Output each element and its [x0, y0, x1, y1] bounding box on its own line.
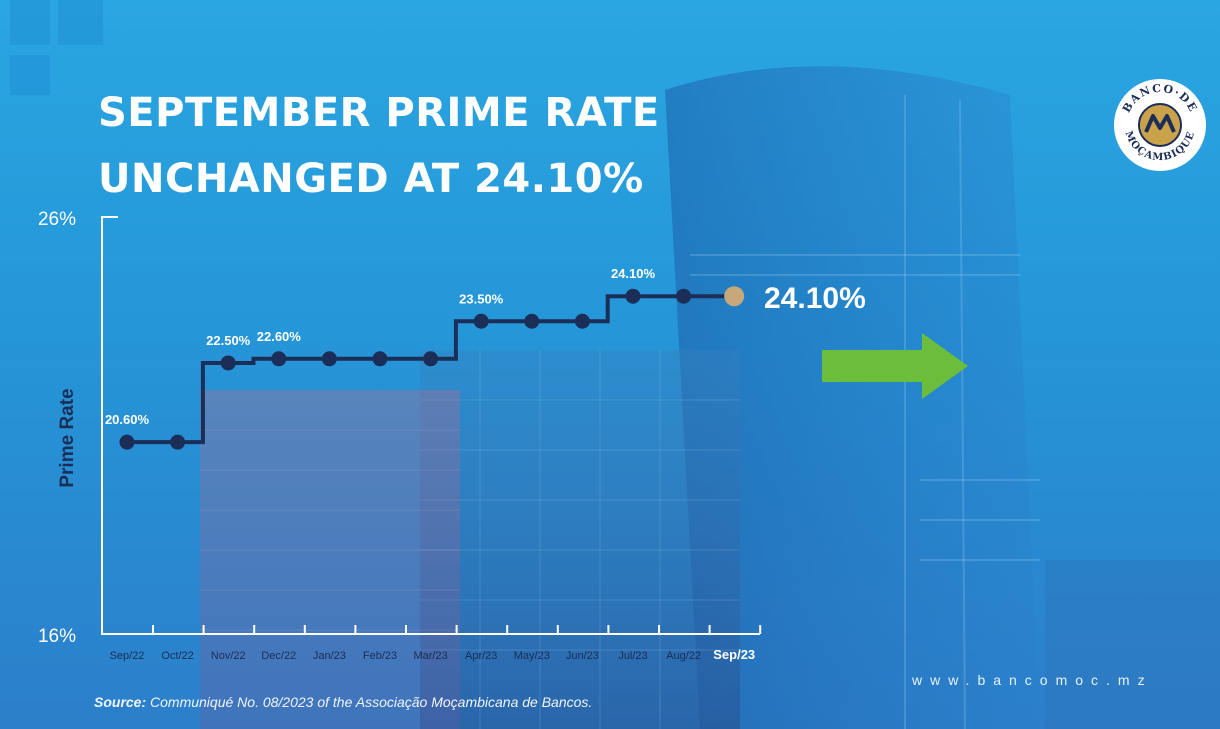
data-point	[423, 351, 439, 367]
data-label: 20.60%	[105, 412, 150, 427]
series-line	[127, 294, 735, 445]
title-line-2: UNCHANGED AT 24.10%	[98, 156, 644, 202]
data-label: 22.50%	[206, 333, 251, 348]
data-point	[625, 288, 641, 304]
x-tick-label: Dec/22	[261, 650, 296, 662]
source-text: Communiqué No. 08/2023 of the Associação…	[150, 694, 593, 710]
data-point	[524, 313, 540, 329]
banco-de-mocambique-logo: BANCO·DE MOÇAMBIQUE	[1114, 79, 1206, 171]
x-tick-label: Aug/22	[666, 650, 701, 662]
data-point	[321, 351, 337, 367]
data-point	[574, 313, 590, 329]
x-tick-label: Mar/23	[413, 650, 447, 662]
data-label: 23.50%	[459, 291, 504, 306]
data-label: 22.60%	[257, 329, 302, 344]
data-point	[170, 434, 186, 450]
x-tick-label: Feb/23	[363, 650, 397, 662]
data-point	[676, 288, 692, 304]
x-tick-label: Sep/23	[713, 647, 755, 662]
x-tick-label: Nov/22	[211, 650, 246, 662]
x-tick-label: Jul/23	[618, 650, 647, 662]
source-label: Source:	[94, 694, 147, 710]
x-tick-label: Oct/22	[161, 650, 193, 662]
data-point	[473, 313, 489, 329]
x-tick-label: Jan/23	[313, 650, 346, 662]
latest-data-point	[724, 286, 745, 307]
data-point	[119, 434, 135, 450]
x-tick-label: May/23	[514, 650, 550, 662]
y-axis-label: Prime Rate	[57, 388, 78, 487]
chart-axes	[101, 216, 760, 635]
data-point	[372, 351, 388, 367]
x-tick-label: Jun/23	[566, 650, 599, 662]
y-tick-label: 26%	[38, 209, 76, 230]
mid-building	[420, 350, 740, 729]
website-url: www.bancomoc.mz	[912, 672, 1153, 688]
arrow-right-icon	[822, 333, 968, 399]
y-tick-label: 16%	[38, 626, 76, 647]
data-point	[271, 351, 287, 367]
tower-silhouette	[665, 66, 1040, 729]
x-tick-label: Apr/23	[465, 650, 497, 662]
data-point	[220, 355, 236, 371]
title-line-1: SEPTEMBER PRIME RATE	[98, 90, 660, 136]
page-title: SEPTEMBER PRIME RATE UNCHANGED AT 24.10%	[98, 80, 660, 212]
x-tick-label: Sep/22	[110, 650, 145, 662]
data-label: 24.10%	[611, 266, 656, 281]
left-building	[200, 390, 460, 729]
source-note: Source: Communiqué No. 08/2023 of the As…	[94, 694, 592, 710]
latest-value-callout: 24.10%	[764, 282, 866, 315]
